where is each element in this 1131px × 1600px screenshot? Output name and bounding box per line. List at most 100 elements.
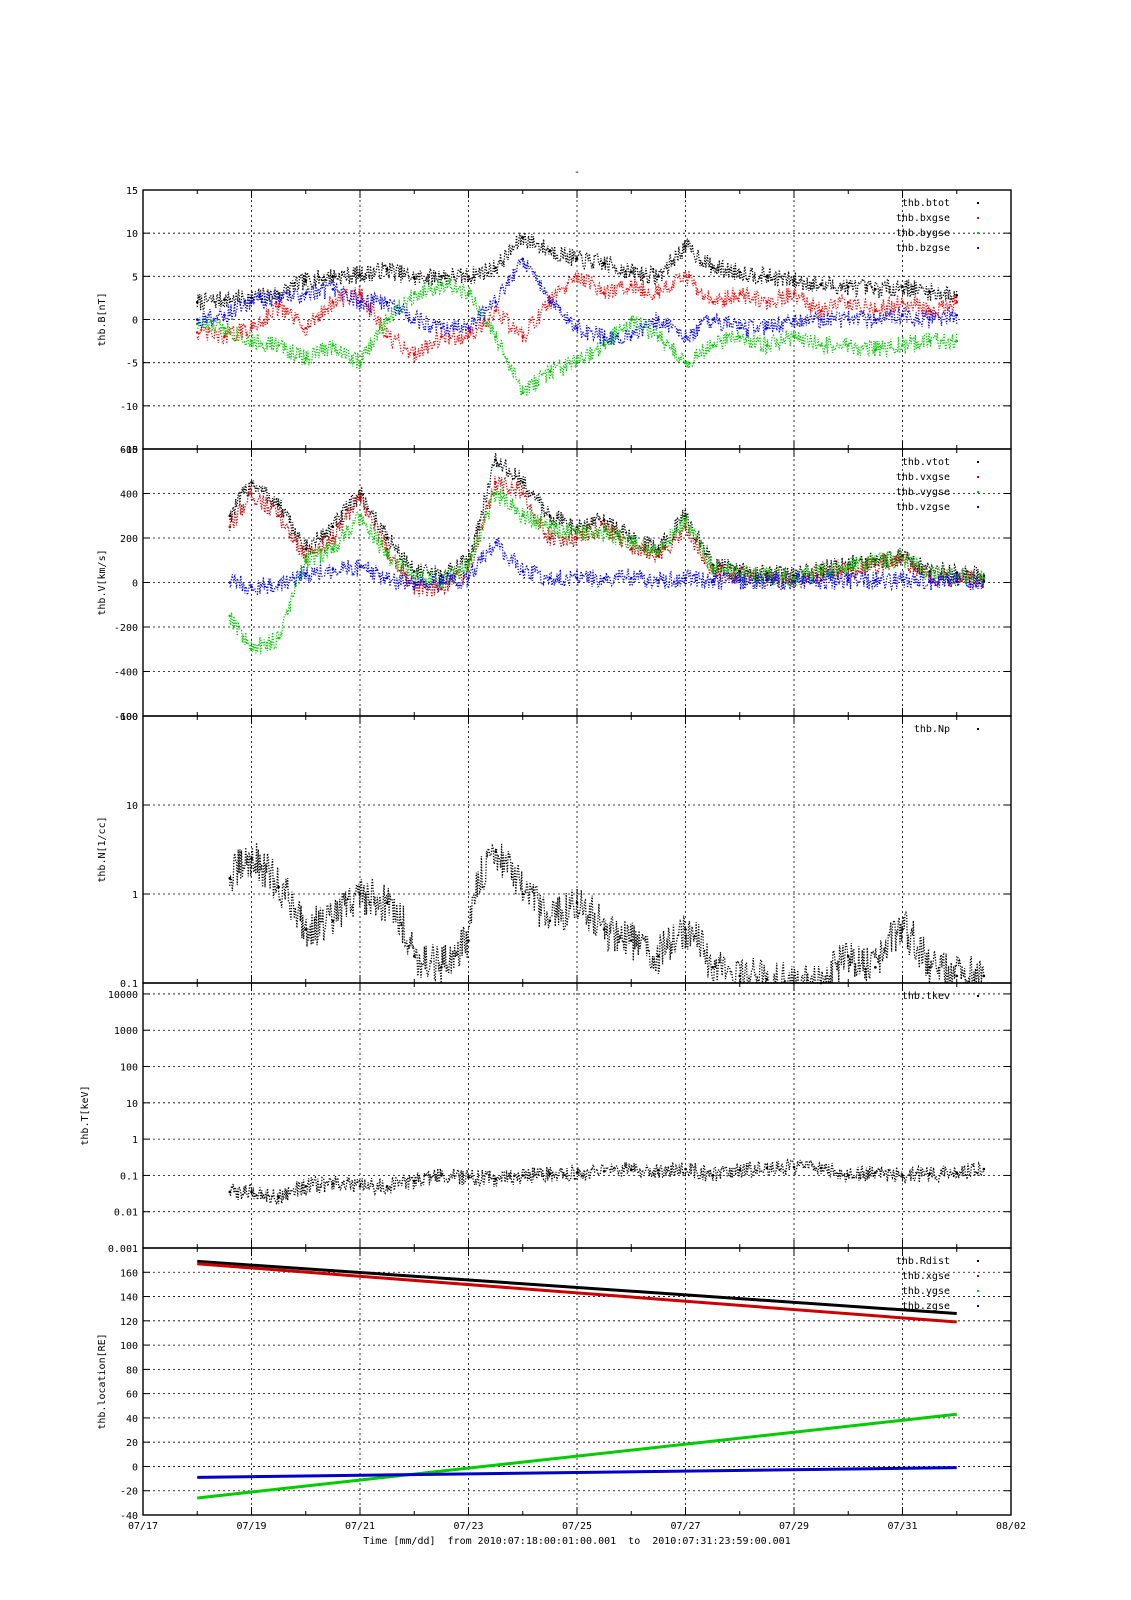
data-point [982,1167,986,1171]
data-point [901,1174,904,1177]
legend-marker [977,995,979,997]
legend-label: thb.bxgse [896,213,950,224]
y-tick-label: 0.01 [114,1208,138,1219]
data-point [304,292,308,295]
data-point [223,335,226,339]
data-point [629,270,633,274]
legend-label: thb.vzgse [896,502,950,513]
x-axis-label: Time [mm/dd] from 2010:07:18:00:01:00.00… [363,1536,790,1547]
data-point [928,290,931,294]
data-point [494,309,497,313]
data-point [792,580,796,583]
data-point [195,331,199,334]
data-point [385,318,389,321]
data-point [358,514,362,518]
data-point [629,318,633,321]
y-tick-label: -600 [114,712,138,723]
x-tick-label: 07/27 [670,1521,700,1532]
y-tick-label: 10 [126,1099,138,1110]
data-point [846,567,850,571]
data-point [846,1174,850,1177]
data-point [385,335,389,339]
data-point [521,481,525,484]
data-point [195,318,199,321]
data-point [331,275,335,278]
data-point [738,292,742,295]
data-point [711,300,714,304]
data-point [277,296,280,300]
data-point [467,335,470,339]
data-point [358,292,362,295]
data-point [765,344,769,347]
data-point [358,300,362,304]
x-tick-label: 07/21 [345,1521,375,1532]
data-point [955,1171,959,1174]
y-tick-label: 1 [132,890,138,901]
data-point [846,954,850,958]
data-point [602,928,606,931]
data-point [228,581,232,584]
data-point [738,326,742,330]
x-tick-label: 07/23 [453,1521,483,1532]
data-point [901,285,904,288]
data-point [548,525,552,529]
data-point [277,503,280,506]
data-point [629,547,633,551]
data-point [277,305,280,308]
legend-label: thb.tkev [902,991,950,1002]
data-point [684,244,687,248]
y-tick-label: 1 [132,1135,138,1146]
data-point [228,614,232,618]
data-point [358,361,362,364]
data-point [684,518,687,522]
data-point [602,530,606,533]
legend-marker [977,247,979,249]
data-point [629,939,633,942]
y-tick-label: 10 [126,229,138,240]
panel-2: 600 400 200 0 -200 -400 -600 thb.V[km/s] thb.vto… [97,445,1012,723]
data-point [467,326,470,330]
series-thb-tkev [228,1158,986,1207]
y-tick-label: 40 [126,1414,138,1425]
data-point [250,1190,253,1194]
data-point [440,1174,443,1177]
x-tick-label: 07/29 [779,1521,809,1532]
data-point [440,326,443,330]
panels: 151050-5-10-15thb.B[nT]thb.btotthb.bxgse… [80,186,1026,1532]
series-thb-vzgse [228,537,986,596]
data-point [955,580,959,583]
data-point [928,1172,931,1176]
data-point [711,1174,714,1177]
series-points [196,232,958,311]
data-point [521,514,525,518]
data-point [874,287,877,291]
data-point [738,974,742,978]
y-axis-label: thb.B[nT] [97,292,108,346]
data-point [304,279,308,282]
data-point [250,481,253,484]
series-points [229,1158,985,1207]
data-point [548,576,552,580]
data-point [765,1166,769,1170]
y-tick-label: 10 [126,801,138,812]
data-point [928,318,931,321]
series-points [229,452,985,587]
data-point [575,536,579,540]
data-point [250,492,253,495]
y-tick-label: 200 [120,534,138,545]
series-thb-ygse [197,1412,957,1500]
data-point [467,576,470,580]
data-point [575,532,579,535]
data-point [440,283,443,287]
data-point [358,273,362,276]
series-thb-vygse [228,488,986,655]
data-point [846,344,850,347]
data-point [250,326,253,330]
data-point [385,300,389,304]
data-point [657,954,660,958]
legend-marker [977,1275,979,1277]
data-point [765,275,769,278]
data-point [521,892,525,896]
data-point [521,335,525,339]
